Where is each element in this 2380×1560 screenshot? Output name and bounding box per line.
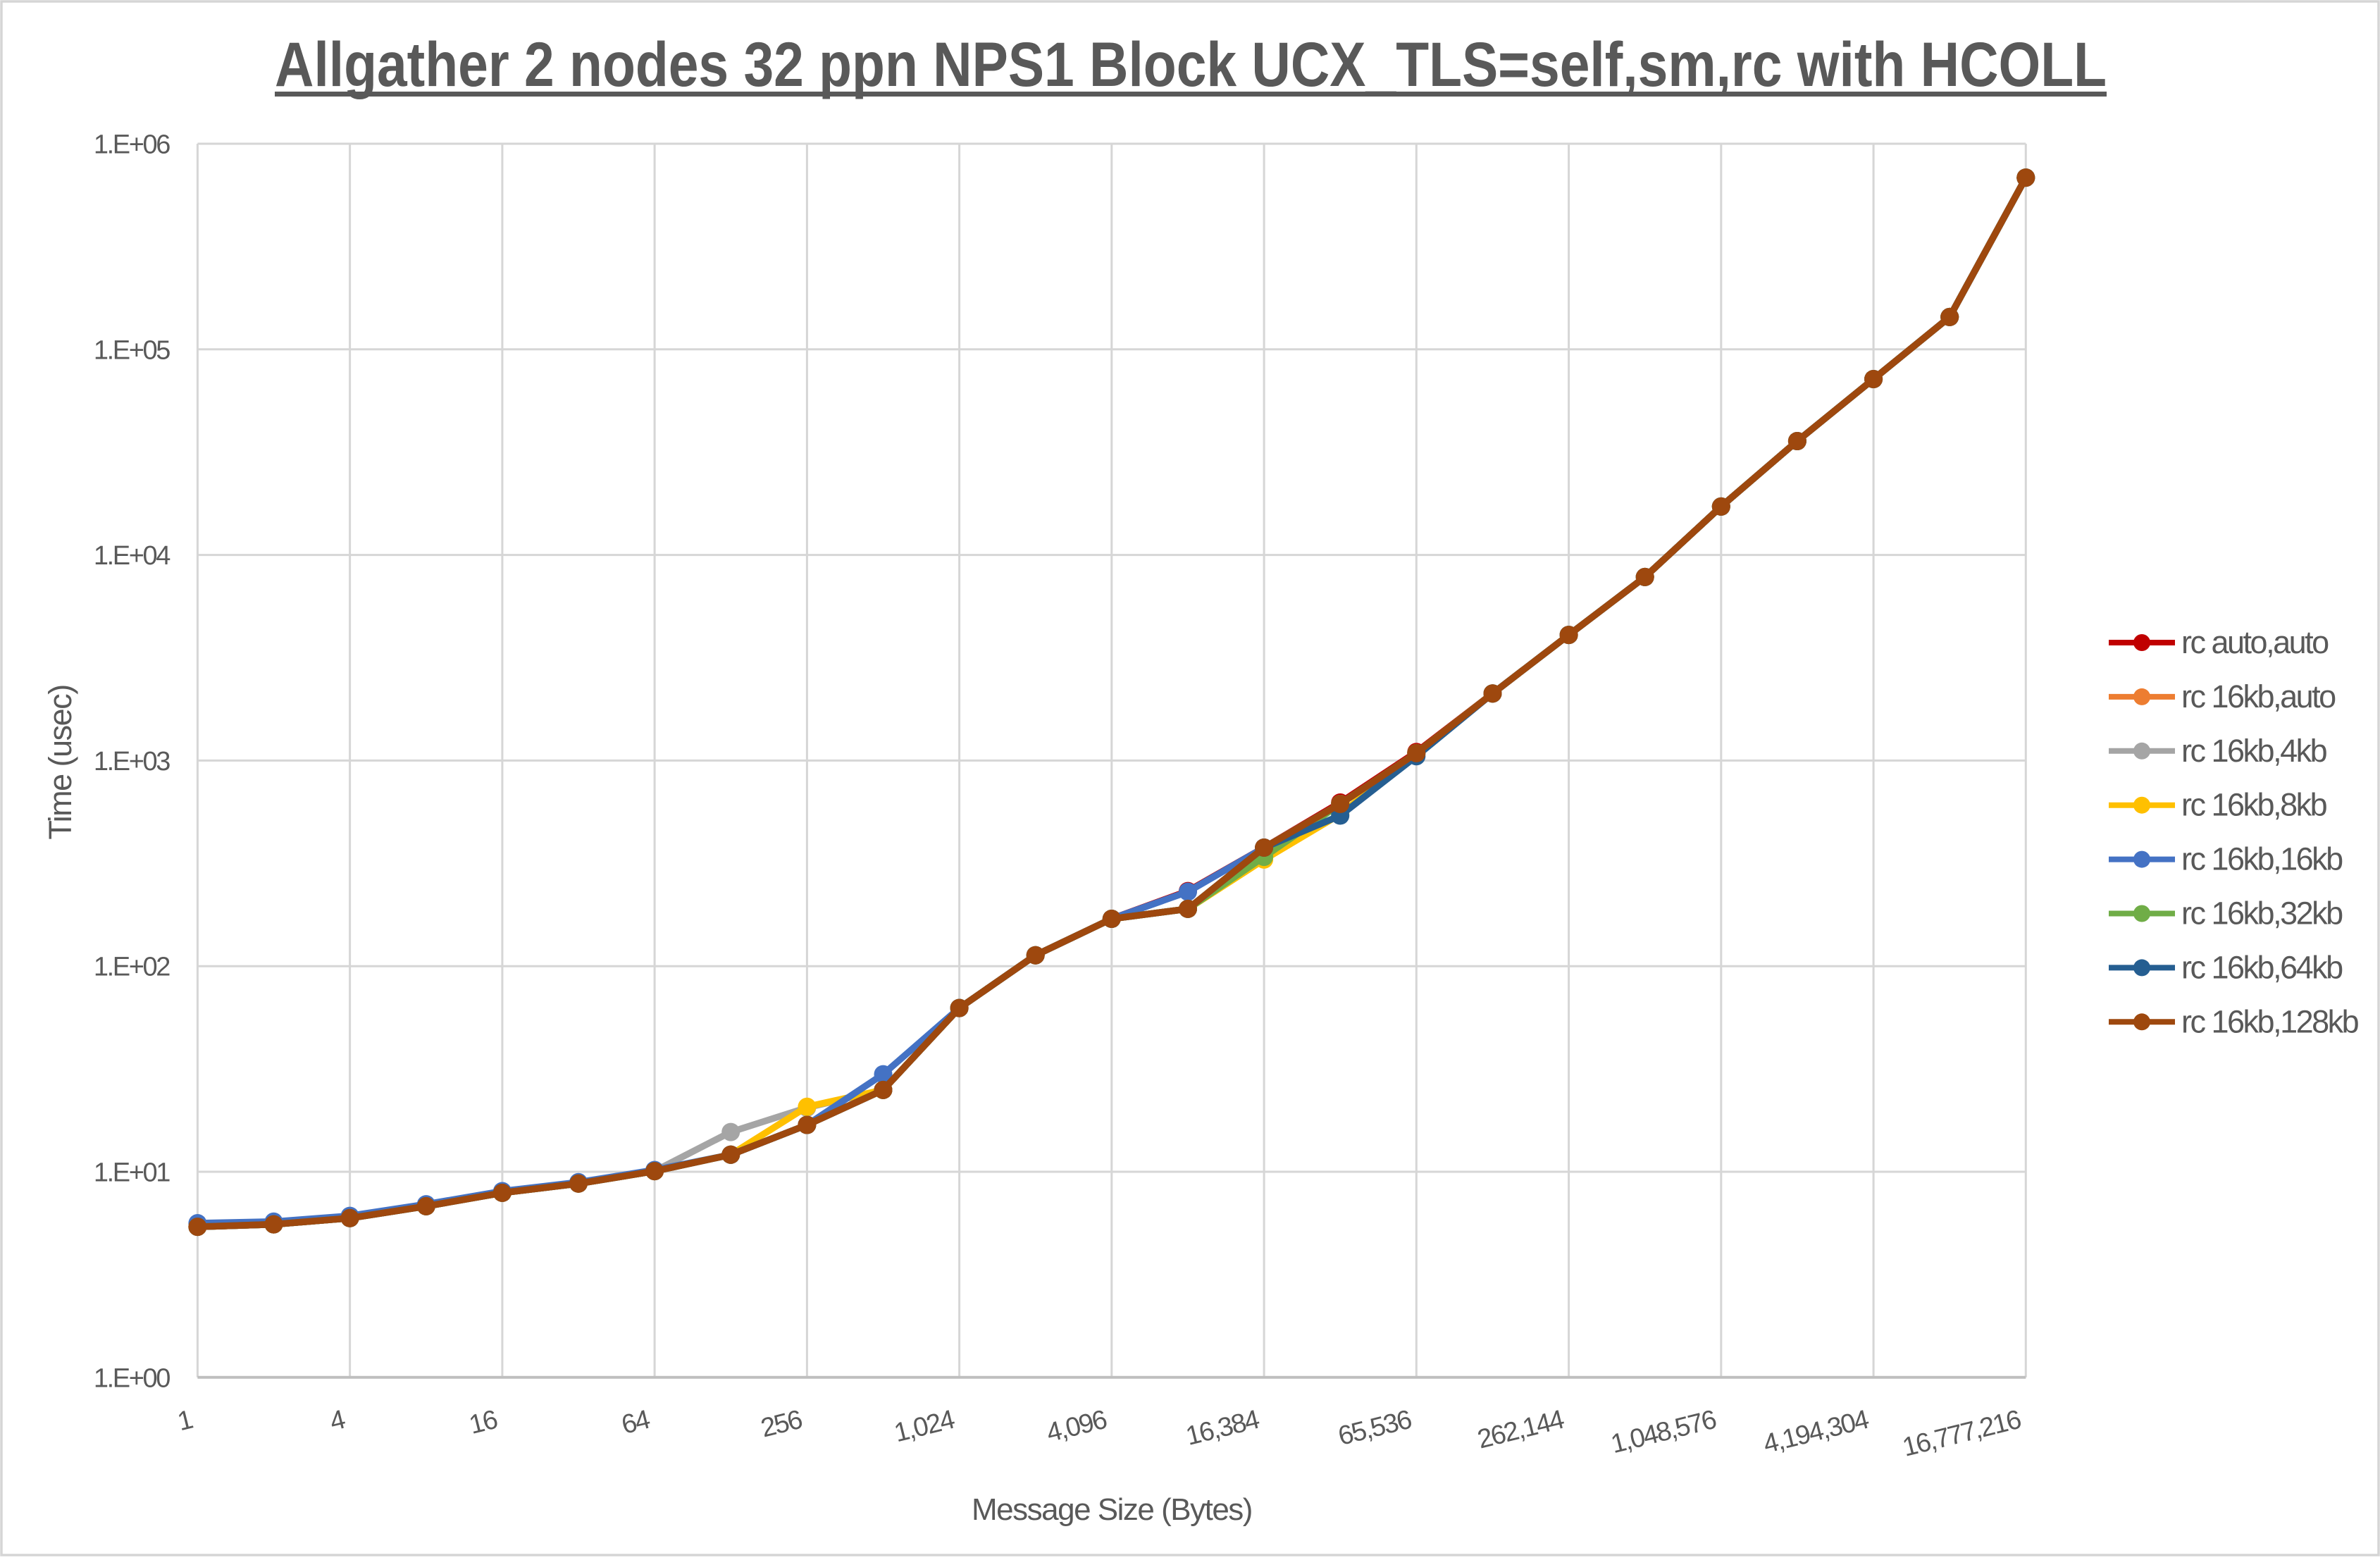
svg-text:Time (usec): Time (usec) [42, 685, 78, 839]
svg-text:rc 16kb,128kb: rc 16kb,128kb [2181, 1003, 2359, 1039]
svg-text:1.E+04: 1.E+04 [94, 541, 171, 571]
svg-text:1.E+06: 1.E+06 [94, 130, 170, 160]
svg-text:Message Size (Bytes): Message Size (Bytes) [972, 1492, 1252, 1527]
svg-text:rc 16kb,auto: rc 16kb,auto [2181, 679, 2336, 714]
svg-text:rc 16kb,32kb: rc 16kb,32kb [2181, 896, 2343, 931]
svg-text:1.E+05: 1.E+05 [94, 335, 170, 365]
svg-text:rc auto,auto: rc auto,auto [2181, 624, 2329, 660]
svg-text:rc 16kb,16kb: rc 16kb,16kb [2181, 841, 2343, 877]
svg-text:1.E+03: 1.E+03 [94, 747, 170, 776]
svg-text:Allgather 2 nodes 32 ppn NPS1: Allgather 2 nodes 32 ppn NPS1 Block UCX_… [275, 29, 2107, 99]
svg-text:rc 16kb,64kb: rc 16kb,64kb [2181, 949, 2343, 985]
svg-text:1.E+01: 1.E+01 [94, 1158, 170, 1188]
svg-text:1.E+00: 1.E+00 [94, 1363, 170, 1393]
svg-text:rc 16kb,4kb: rc 16kb,4kb [2181, 733, 2327, 769]
svg-text:1.E+02: 1.E+02 [94, 953, 170, 982]
svg-text:rc 16kb,8kb: rc 16kb,8kb [2181, 787, 2327, 823]
